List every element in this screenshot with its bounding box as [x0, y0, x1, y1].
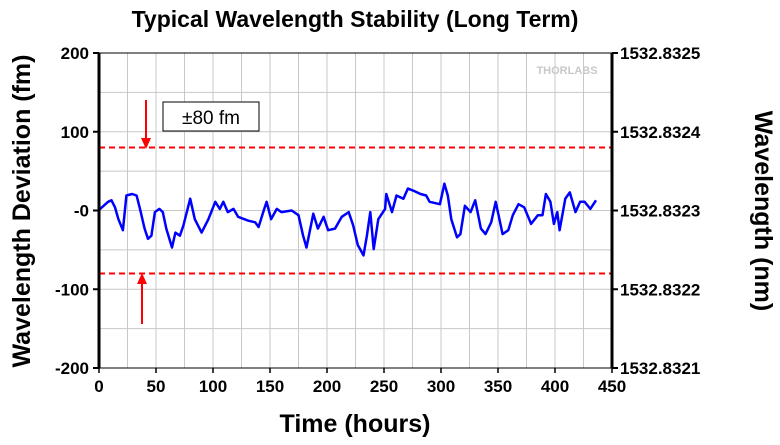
- annotation-box: [162, 101, 260, 132]
- y2-tick-label: 1532.8325: [620, 44, 700, 63]
- series-line: [97, 182, 598, 257]
- x-tick-label: 300: [427, 377, 455, 396]
- upper-arrow: [141, 100, 151, 149]
- y-axis-label: Wavelength Deviation (fm): [8, 55, 36, 368]
- x-tick-label: 350: [484, 377, 512, 396]
- y-tick-label: 200: [61, 44, 89, 63]
- y2-tick-label: 1532.8324: [620, 123, 701, 142]
- x-tick-label: 400: [541, 377, 569, 396]
- y2-tick-label: 1532.8323: [620, 202, 700, 221]
- x-tick-label: 0: [94, 377, 103, 396]
- x-tick-label: 100: [199, 377, 227, 396]
- y2-axis-label: Wavelength (nm): [749, 111, 777, 311]
- y-tick-label: -0: [74, 202, 89, 221]
- y-tick-label: 100: [61, 123, 89, 142]
- y2-tick-label: 1532.8321: [620, 359, 700, 378]
- x-tick-label: 150: [256, 377, 284, 396]
- x-tick-label: 50: [147, 377, 166, 396]
- x-tick-label: 200: [313, 377, 341, 396]
- x-tick-label: 450: [598, 377, 626, 396]
- lower-arrow: [137, 273, 147, 324]
- x-tick-label: 250: [370, 377, 398, 396]
- x-axis-label: Time (hours): [280, 410, 431, 438]
- thorlabs-logo: THORLABS: [536, 65, 597, 77]
- chart-title: Typical Wavelength Stability (Long Term): [132, 6, 579, 32]
- y2-tick-label: 1532.8322: [620, 280, 700, 299]
- y-tick-label: -100: [55, 280, 89, 299]
- y-tick-label: -200: [55, 359, 89, 378]
- annotation-label: ±80 fm: [182, 108, 240, 129]
